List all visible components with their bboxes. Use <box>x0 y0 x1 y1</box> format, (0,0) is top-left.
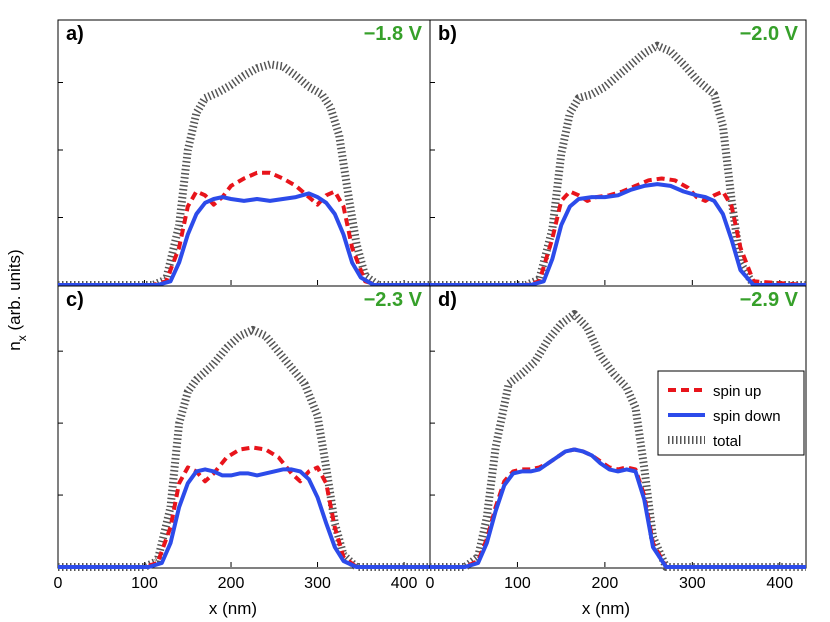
series-total-line <box>430 41 806 289</box>
y-axis-label-group: nx (arb. units) <box>5 249 29 350</box>
x-tick-label: 400 <box>766 575 793 592</box>
x-tick-label: 0 <box>426 575 435 592</box>
panels: a) −1.8 V b) −2.0 V 0 100 200 300 400 c) −2.3 V 0 10… <box>54 19 807 592</box>
x-tick-label: 100 <box>504 575 531 592</box>
panel-b: b) −2.0 V <box>429 19 807 289</box>
legend-label-spin-down: spin down <box>713 408 781 425</box>
series-total-line <box>58 325 430 571</box>
panel-frame <box>57 285 431 569</box>
x-tick-label: 200 <box>592 575 619 592</box>
x-tick-label: 100 <box>131 575 158 592</box>
panel-frame <box>429 19 807 287</box>
x-tick-label: 0 <box>54 575 63 592</box>
voltage-label: −2.3 V <box>364 289 423 311</box>
legend: spin up spin down total <box>657 370 805 456</box>
panel-label: a) <box>66 23 84 45</box>
series-spin-down-line <box>58 191 430 287</box>
panel-label: b) <box>438 23 457 45</box>
series-spin-down-line <box>430 182 806 287</box>
x-tick-label: 400 <box>391 575 418 592</box>
voltage-label: −1.8 V <box>364 23 423 45</box>
panel-a: a) −1.8 V <box>57 19 431 289</box>
y-axis-label-subscript: x <box>15 335 29 341</box>
panel-frame <box>57 19 431 287</box>
series-spin-up-line <box>58 170 430 287</box>
legend-label-total: total <box>713 433 741 450</box>
x-tick-label: 200 <box>218 575 245 592</box>
svg-text:nx (arb. units): nx (arb. units) <box>5 249 29 350</box>
x-tick-label: 300 <box>304 575 331 592</box>
panel-label: d) <box>438 289 457 311</box>
series-spin-up-line <box>430 176 807 287</box>
y-axis-label-rest: (arb. units) <box>5 249 24 335</box>
x-tick-label: 300 <box>679 575 706 592</box>
series-spin-down-line <box>430 447 806 569</box>
x-axis-label-right: x (nm) <box>582 599 630 618</box>
legend-label-spin-up: spin up <box>713 383 761 400</box>
series-spin-down-line <box>58 467 430 569</box>
series-total-line <box>430 310 806 571</box>
y-axis-label-main: n <box>5 341 24 350</box>
x-axis-label-left: x (nm) <box>209 599 257 618</box>
panel-c: 0 100 200 300 400 c) −2.3 V <box>54 285 431 592</box>
voltage-label: −2.9 V <box>740 289 799 311</box>
panel-label: c) <box>66 289 84 311</box>
voltage-label: −2.0 V <box>740 23 799 45</box>
